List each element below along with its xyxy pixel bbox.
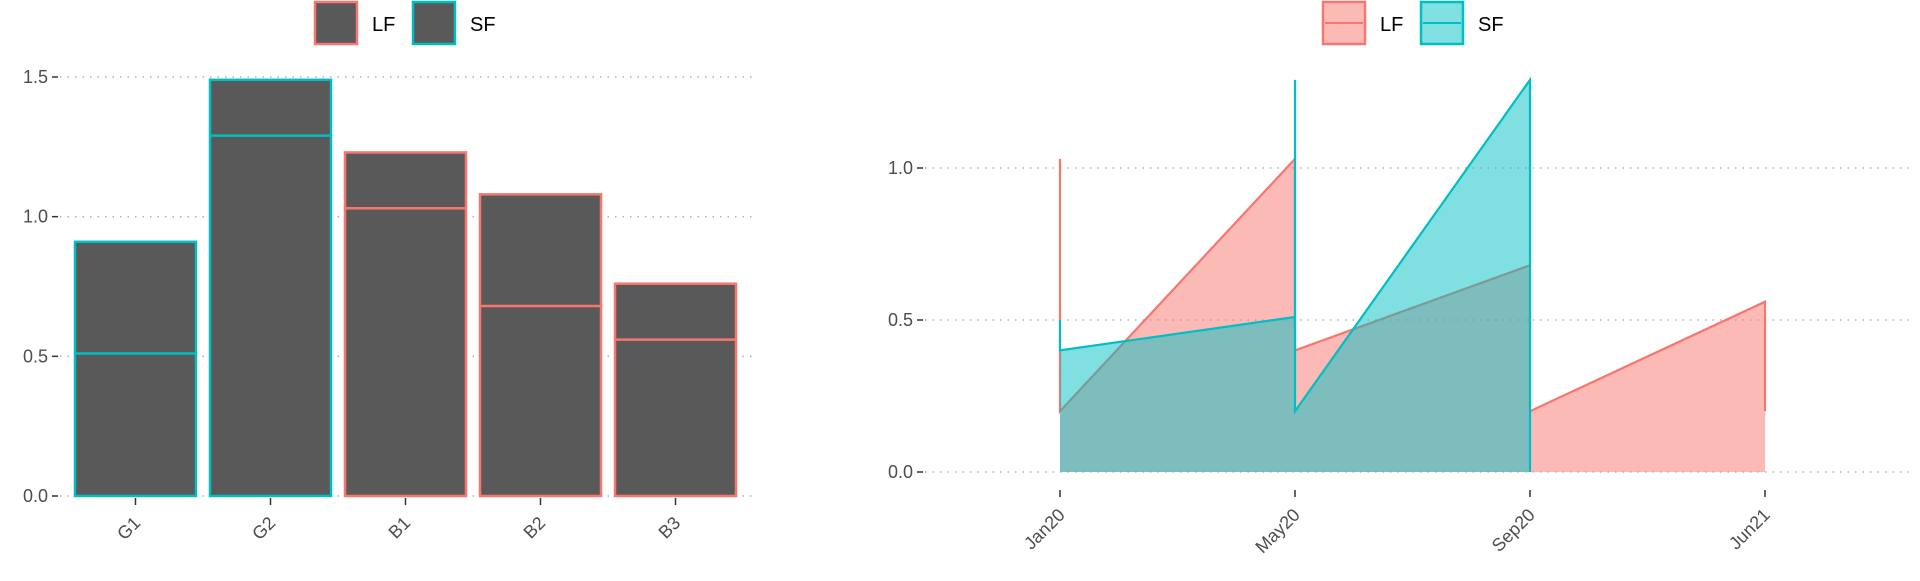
area-legend-label-lf: LF [1380, 14, 1403, 36]
bar-legend-key-sf [413, 2, 455, 44]
bar-chart: 0.0 0.5 1.0 1.5 G1 G2 B1 B2 B3 LF SF [23, 2, 752, 544]
bar-b3 [615, 284, 736, 496]
bar-legend-label-sf: SF [470, 14, 496, 36]
area-y-tick-label: 0.0 [888, 462, 913, 482]
bar-x-tick-label: G2 [248, 513, 279, 544]
bar-g2 [210, 80, 331, 496]
bar-y-tick-label: 1.0 [23, 207, 48, 227]
bar-b2 [480, 194, 601, 496]
bar-x-tick-label: B1 [385, 513, 415, 543]
area-legend-label-sf: SF [1478, 14, 1504, 36]
bar-legend-key-lf [315, 2, 357, 44]
bar-legend-label-lf: LF [372, 14, 395, 36]
area-y-tick-label: 0.5 [888, 310, 913, 330]
bar-y-tick-label: 0.0 [23, 486, 48, 506]
bar-x-tick-label: G1 [113, 513, 144, 544]
area-x-tick-label: Sep20 [1488, 505, 1539, 556]
bar-g1 [75, 242, 196, 496]
bar-y-tick-label: 0.5 [23, 346, 48, 366]
bar-x-tick-label: B3 [655, 513, 685, 543]
bar-b1 [345, 152, 466, 496]
bar-y-tick-label: 1.5 [23, 67, 48, 87]
area-x-tick-label: Jun21 [1725, 505, 1774, 554]
area-x-tick-label: Jan20 [1020, 505, 1069, 554]
area-y-tick-label: 1.0 [888, 158, 913, 178]
area-x-tick-label: May20 [1251, 505, 1303, 557]
area-chart: 0.0 0.5 1.0 Jan20 May20 Sep20 Jun21 LF SF [888, 2, 1910, 557]
bar-x-tick-label: B2 [520, 513, 550, 543]
